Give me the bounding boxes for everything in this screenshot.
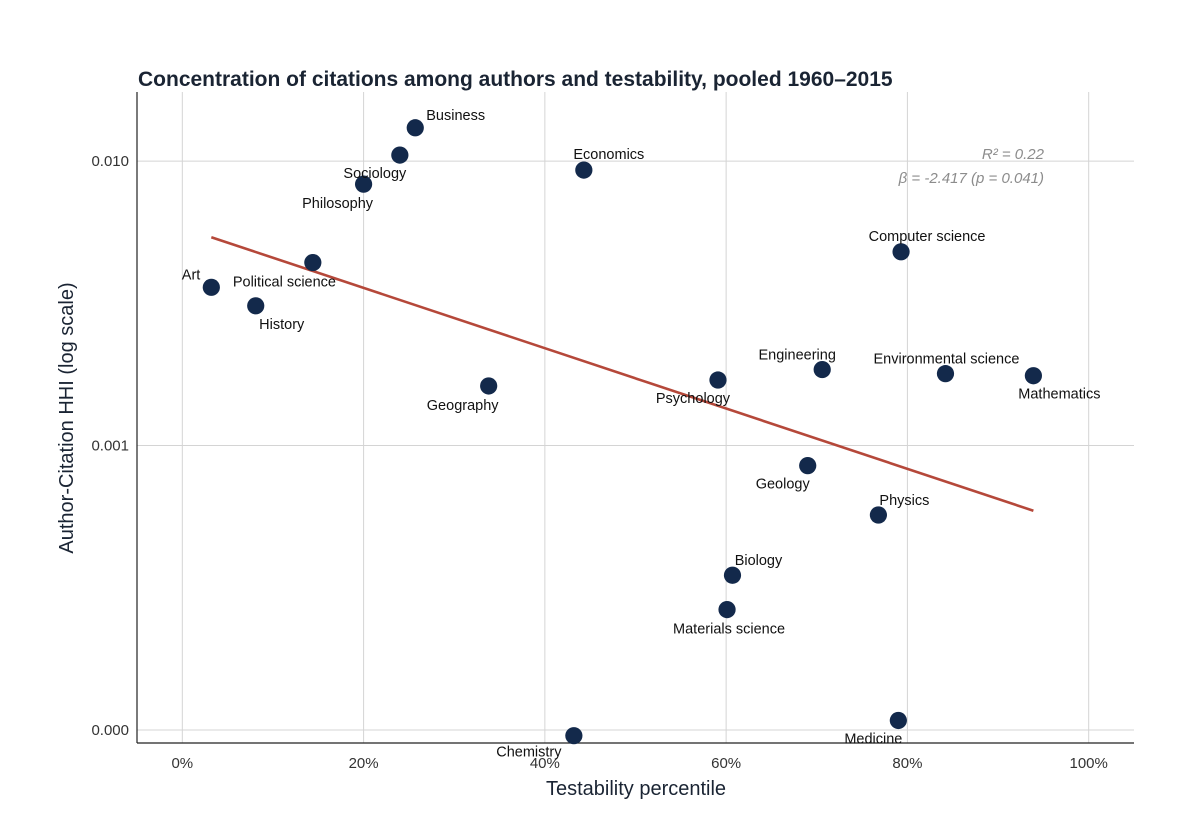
x-tick-label: 40% [530, 755, 560, 772]
point-label: Physics [879, 493, 929, 509]
point-label: History [259, 317, 305, 333]
data-point [892, 243, 910, 261]
point-label: Medicine [844, 731, 902, 747]
point-label: Geology [756, 477, 811, 493]
fit-line [210, 236, 1034, 512]
grid-lines [137, 92, 1134, 743]
data-point [202, 278, 220, 296]
point-label: Biology [735, 553, 783, 569]
x-tick-label: 0% [171, 755, 193, 772]
x-tick-label: 20% [349, 755, 379, 772]
y-axis-title: Author-Citation HHI (log scale) [56, 282, 78, 553]
point-label: Economics [573, 147, 644, 163]
data-point [936, 365, 955, 383]
data-point [718, 601, 736, 619]
x-tick-label: 100% [1069, 755, 1107, 772]
y-tick-label: 0.001 [91, 438, 129, 455]
point-label: Philosophy [302, 196, 374, 212]
data-point [406, 119, 424, 137]
data-point [575, 161, 593, 179]
data-point [889, 711, 907, 730]
point-label: Computer science [869, 229, 986, 245]
data-point [304, 253, 322, 272]
point-label: Psychology [656, 391, 731, 407]
data-point [813, 360, 831, 379]
fit-line-group [210, 236, 1034, 512]
y-tick-label: 0.000 [91, 722, 129, 739]
data-point [1024, 367, 1042, 385]
data-point [247, 297, 265, 315]
data-point [565, 727, 583, 745]
x-axis-title: Testability percentile [546, 778, 726, 800]
point-label: Materials science [673, 622, 785, 638]
data-point [723, 566, 742, 584]
data-point [869, 506, 888, 524]
data-point [391, 146, 409, 164]
point-label: Mathematics [1018, 387, 1100, 403]
point-label: Business [426, 108, 485, 124]
point-label: Geography [427, 398, 499, 414]
data-point [354, 175, 373, 193]
point-label: Engineering [759, 348, 836, 364]
point-label: Sociology [343, 166, 407, 182]
y-tick-label: 0.010 [91, 153, 129, 170]
axes: 0% 20% 40% 60% 80% 100% 0.000 0.001 0.010 [91, 92, 1134, 772]
chart-title: Concentration of citations among authors… [138, 68, 893, 91]
r-squared-annotation: R² = 0.22 [982, 146, 1045, 163]
point-label: Art [182, 267, 201, 283]
x-tick-label: 80% [892, 755, 922, 772]
data-point [709, 371, 727, 389]
point-labels: Business Sociology Philosophy Economics Art P… [182, 108, 1101, 761]
data-point [480, 377, 498, 395]
point-label: Chemistry [496, 745, 562, 761]
point-label: Environmental science [874, 352, 1020, 368]
data-points [202, 119, 1042, 745]
x-tick-label: 60% [711, 755, 741, 772]
data-point [799, 457, 817, 475]
beta-annotation: β = -2.417 (p = 0.041) [898, 170, 1044, 187]
point-label: Political science [233, 275, 336, 291]
